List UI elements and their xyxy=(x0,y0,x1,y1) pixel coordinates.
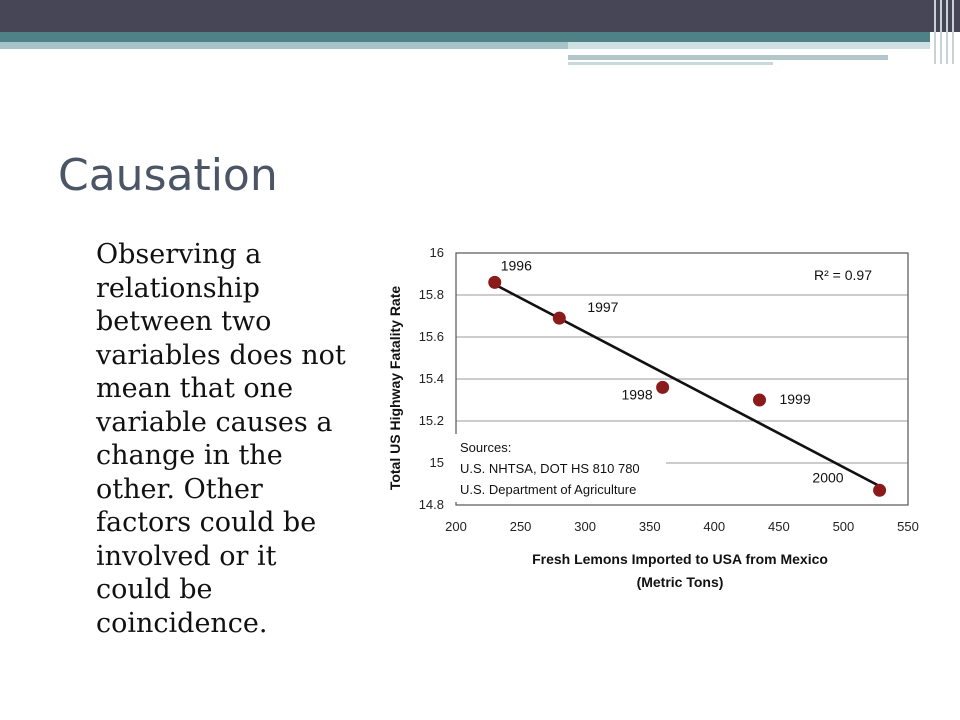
x-tick-label: 300 xyxy=(574,519,596,534)
data-point-1997 xyxy=(552,311,566,325)
x-tick-label: 350 xyxy=(639,519,661,534)
x-tick-label: 400 xyxy=(703,519,725,534)
r-squared-annotation: R² = 0.97 xyxy=(814,267,872,283)
edge-decoration xyxy=(930,0,960,64)
decor-line xyxy=(568,55,888,60)
y-tick-label: 15.2 xyxy=(419,413,444,428)
y-tick-label: 14.8 xyxy=(419,497,444,512)
slide-title: Causation xyxy=(58,150,278,201)
plot-area-frame xyxy=(455,252,909,506)
point-label-1997: 1997 xyxy=(587,299,618,315)
x-tick-labels: 200 250 300 350 400 450 500 550 xyxy=(445,519,919,534)
point-label-1996: 1996 xyxy=(501,257,532,273)
y-axis-label: Total US Highway Fatality Rate xyxy=(387,286,403,491)
point-label-1999: 1999 xyxy=(779,391,810,407)
decor-line xyxy=(568,62,773,65)
data-point-2000 xyxy=(873,483,887,497)
x-axis-label-line1: Fresh Lemons Imported to USA from Mexico xyxy=(532,551,828,567)
decor-line xyxy=(568,50,888,53)
x-tick-label: 200 xyxy=(445,519,467,534)
slide-body-text: Observing a relationship between two var… xyxy=(96,239,346,639)
sources-box xyxy=(454,434,666,502)
source-nhtsa: U.S. NHTSA, DOT HS 810 780 xyxy=(460,461,640,476)
source-usda: U.S. Department of Agriculture xyxy=(460,482,636,497)
header-bar xyxy=(0,0,960,32)
x-tick-label: 250 xyxy=(510,519,532,534)
y-tick-label: 16 xyxy=(430,245,444,260)
sources-heading: Sources: xyxy=(460,440,511,455)
data-points: 1996 1997 1998 1999 2000 xyxy=(488,257,887,497)
point-label-2000: 2000 xyxy=(812,469,843,485)
y-tick-label: 15 xyxy=(430,455,444,470)
y-tick-labels: 14.8 15 15.2 15.4 15.6 15.8 16 xyxy=(419,245,444,512)
x-tick-label: 500 xyxy=(833,519,855,534)
x-tick-label: 550 xyxy=(897,519,919,534)
accent-stripe-lighter xyxy=(568,42,930,49)
y-tick-label: 15.6 xyxy=(419,329,444,344)
data-point-1996 xyxy=(488,275,502,289)
y-tick-label: 15.4 xyxy=(419,371,444,386)
data-point-1998 xyxy=(656,380,670,394)
point-label-1998: 1998 xyxy=(621,386,652,402)
y-tick-label: 15.8 xyxy=(419,287,444,302)
accent-stripe xyxy=(0,32,930,42)
x-tick-label: 450 xyxy=(768,519,790,534)
x-axis-label-line2: (Metric Tons) xyxy=(637,574,724,590)
accent-stripe-light xyxy=(0,42,568,49)
scatter-chart: 14.8 15 15.2 15.4 15.6 15.8 16 200 250 300 350 400… xyxy=(387,245,919,590)
data-point-1999 xyxy=(752,393,766,407)
